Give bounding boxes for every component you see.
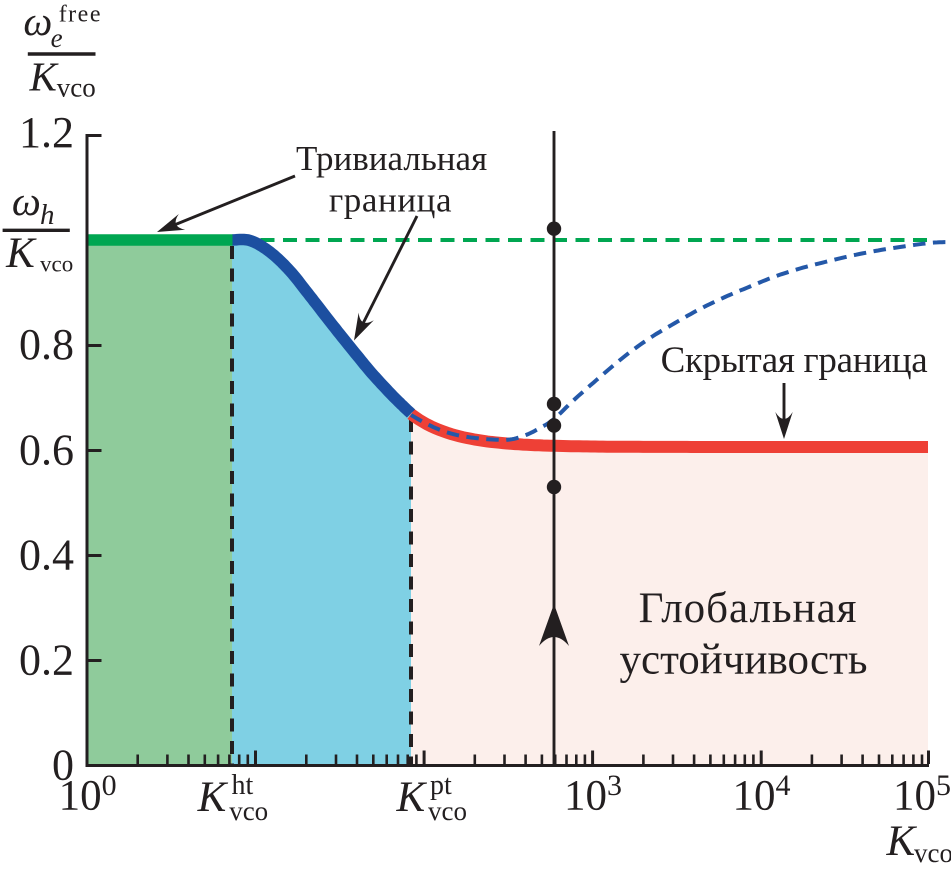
svg-text:103: 103 (564, 769, 622, 820)
svg-text:vco: vco (57, 73, 96, 103)
svg-text:100: 100 (59, 769, 117, 820)
svg-text:h: h (40, 199, 55, 231)
svg-text:vco: vco (40, 252, 73, 277)
svg-text:e: e (51, 23, 63, 53)
svg-text:pt: pt (430, 770, 452, 801)
svg-text:105: 105 (893, 769, 951, 820)
svg-text:Глобальная: Глобальная (639, 585, 858, 632)
svg-text:free: free (59, 2, 102, 28)
svg-text:Тривиальная: Тривиальная (296, 139, 487, 178)
svg-text:vco: vco (428, 796, 467, 826)
svg-text:ht: ht (232, 770, 254, 801)
svg-text:vco: vco (229, 796, 268, 826)
svg-text:1.2: 1.2 (19, 108, 74, 157)
svg-text:ω: ω (23, 0, 52, 44)
svg-text:0.8: 0.8 (19, 320, 74, 369)
svg-text:K: K (197, 774, 229, 821)
svg-text:0.2: 0.2 (19, 636, 74, 685)
svg-text:устойчивость: устойчивость (619, 637, 867, 684)
svg-text:K: K (886, 818, 918, 865)
svg-text:0.4: 0.4 (19, 531, 74, 580)
svg-text:ω: ω (12, 178, 41, 224)
svg-text:0: 0 (52, 741, 74, 790)
svg-text:K: K (396, 774, 428, 821)
svg-text:Скрытая граница: Скрытая граница (661, 340, 928, 381)
svg-text:104: 104 (733, 769, 791, 820)
svg-text:K: K (5, 230, 37, 277)
svg-text:граница: граница (329, 180, 452, 219)
svg-text:K: K (29, 54, 60, 100)
svg-text:0.6: 0.6 (19, 426, 74, 475)
svg-text:vco: vco (914, 838, 951, 868)
